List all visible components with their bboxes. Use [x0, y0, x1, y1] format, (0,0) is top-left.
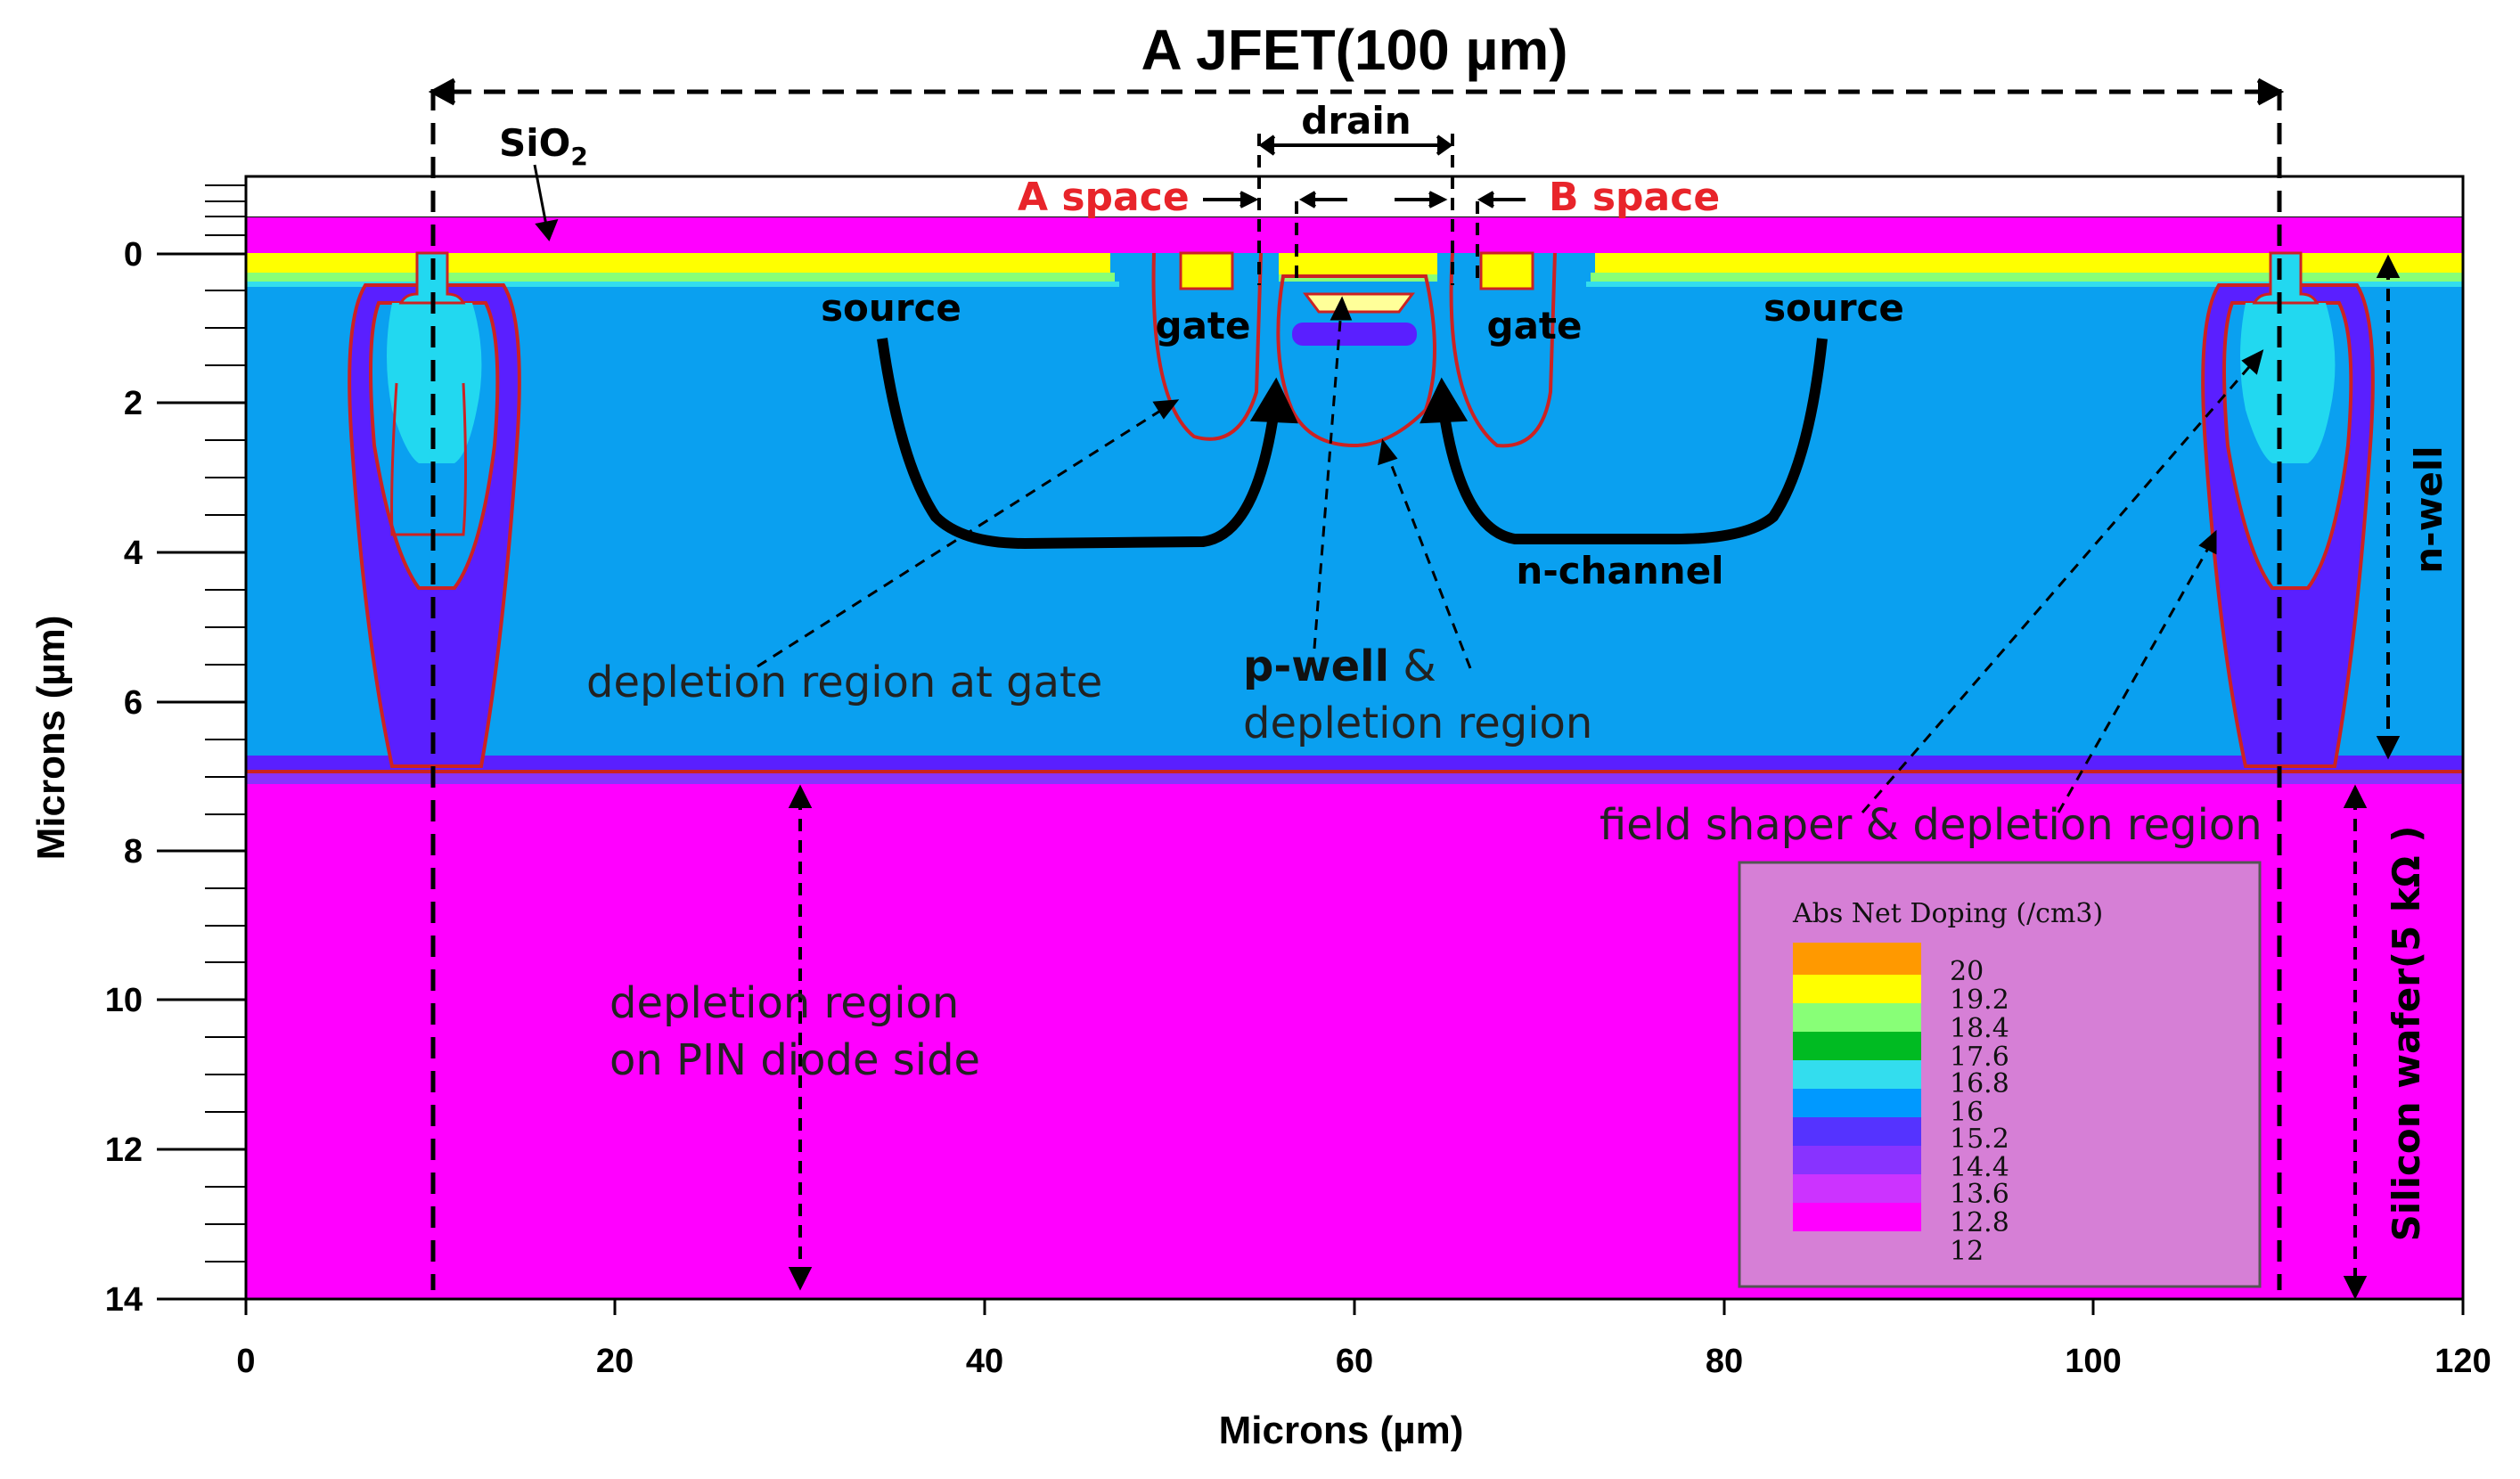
y-tick: 6 [124, 684, 143, 722]
x-tick: 40 [966, 1343, 1003, 1380]
legend-level: 12.8 [1950, 1207, 2009, 1238]
drain-label: drain [1301, 99, 1411, 143]
field-shaper-right [2201, 251, 2375, 768]
pwell-contour [1276, 274, 1436, 448]
legend-title: Abs Net Doping (/cm3) [1792, 898, 2103, 929]
n-well-label: n-well [2407, 445, 2450, 573]
gate-implant-left [1179, 251, 1234, 290]
legend-swatch [1793, 1003, 1921, 1032]
leader-arrows [757, 296, 2264, 813]
source-implant-right [1586, 253, 2463, 287]
x-axis-label: Microns (µm) [1219, 1409, 1464, 1452]
y-axis-ticks [157, 184, 246, 1301]
nwell-bottom-depletion [246, 756, 2463, 772]
wafer-dimension [2343, 784, 2368, 1300]
legend-swatch [1793, 943, 1921, 975]
current-flow-left [877, 338, 1298, 550]
current-flow-right [1420, 338, 1828, 544]
legend-level: 17.6 [1950, 1042, 2009, 1073]
x-tick: 100 [2065, 1343, 2121, 1380]
legend-level: 19.2 [1950, 985, 2009, 1016]
gate-implant-right [1479, 251, 1534, 290]
y-tick: 8 [124, 833, 143, 870]
legend-swatches [1793, 943, 1921, 1231]
legend-swatch [1793, 975, 1921, 1003]
y-tick: 10 [105, 982, 143, 1019]
gate-label-right: gate [1487, 304, 1583, 347]
legend-swatch [1793, 1117, 1921, 1146]
y-tick: 4 [124, 535, 143, 572]
b-space-label: B space [1549, 175, 1720, 220]
legend-swatch [1793, 1032, 1921, 1060]
top-air-band [245, 176, 2464, 218]
legend-swatch [1793, 1146, 1921, 1174]
pwell-implant [1292, 323, 1417, 346]
legend-level: 20 [1950, 956, 1984, 987]
legend-level: 12 [1950, 1236, 1984, 1267]
legend-level: 16.8 [1950, 1068, 2009, 1099]
x-tick-labels: 0 20 40 60 80 100 120 [236, 1343, 2491, 1380]
y-tick: 2 [124, 385, 143, 422]
legend-swatch [1793, 1089, 1921, 1117]
x-tick: 20 [596, 1343, 634, 1380]
legend-swatch [1793, 1203, 1921, 1231]
pin-depletion-line1: depletion region [610, 978, 959, 1028]
source-label-left: source [821, 286, 961, 330]
legend-level: 18.4 [1950, 1013, 2009, 1044]
gate-depletion-left [1151, 252, 1263, 441]
x-tick: 60 [1336, 1343, 1373, 1380]
silicon-wafer-label: Silicon wafer(5 kΩ ) [2385, 826, 2428, 1242]
drain-span [1203, 134, 1526, 285]
y-axis-label: Microns (µm) [29, 616, 73, 861]
sio2-label: SiO2 [499, 121, 588, 171]
y-tick: 0 [124, 236, 143, 274]
a-space-label: A space [1018, 175, 1190, 220]
legend-level: 15.2 [1950, 1124, 2009, 1155]
gate-depletion-right [1449, 252, 1557, 448]
doping-legend: Abs Net Doping (/cm3) 20 19.2 18.4 17.6 … [1738, 861, 2262, 1288]
legend-levels: 20 19.2 18.4 17.6 16.8 16 15.2 14.4 13.6… [1950, 956, 2009, 1267]
x-axis [244, 1299, 2465, 1315]
sio2-pointer [533, 164, 559, 241]
diagram-title: A JFET(100 µm) [1141, 18, 1567, 82]
x-tick: 120 [2434, 1343, 2491, 1380]
pwell-label-line1: p-well & [1243, 641, 1436, 691]
pin-depletion-line2: on PIN diode side [610, 1035, 980, 1085]
pwell-label-line2: depletion region [1243, 699, 1592, 748]
legend-level: 13.6 [1950, 1179, 2009, 1210]
jfet-span [428, 78, 2285, 1290]
legend-level: 14.4 [1950, 1152, 2009, 1183]
x-tick: 80 [1706, 1343, 1743, 1380]
y-tick: 14 [105, 1281, 143, 1319]
n-channel-label: n-channel [1516, 549, 1723, 592]
sio2-layer [246, 217, 2463, 253]
y-tick: 12 [105, 1132, 143, 1169]
pin-depletion-dimension [788, 784, 813, 1291]
x-tick: 0 [236, 1343, 255, 1380]
legend-level: 16 [1950, 1097, 1984, 1128]
field-shaper-label: field shaper & depletion region [1600, 800, 2262, 850]
drain-implant [1279, 253, 1437, 274]
depletion-gate-label: depletion region at gate [586, 658, 1102, 707]
legend-swatch [1793, 1174, 1921, 1203]
legend-swatch [1793, 1060, 1921, 1089]
nwell-dimension [2376, 254, 2401, 760]
y-tick-labels: 0 2 4 6 8 10 12 14 [105, 236, 143, 1319]
source-label-right: source [1763, 286, 1904, 330]
gate-label-left: gate [1156, 304, 1251, 347]
source-implant-left [246, 253, 1119, 287]
